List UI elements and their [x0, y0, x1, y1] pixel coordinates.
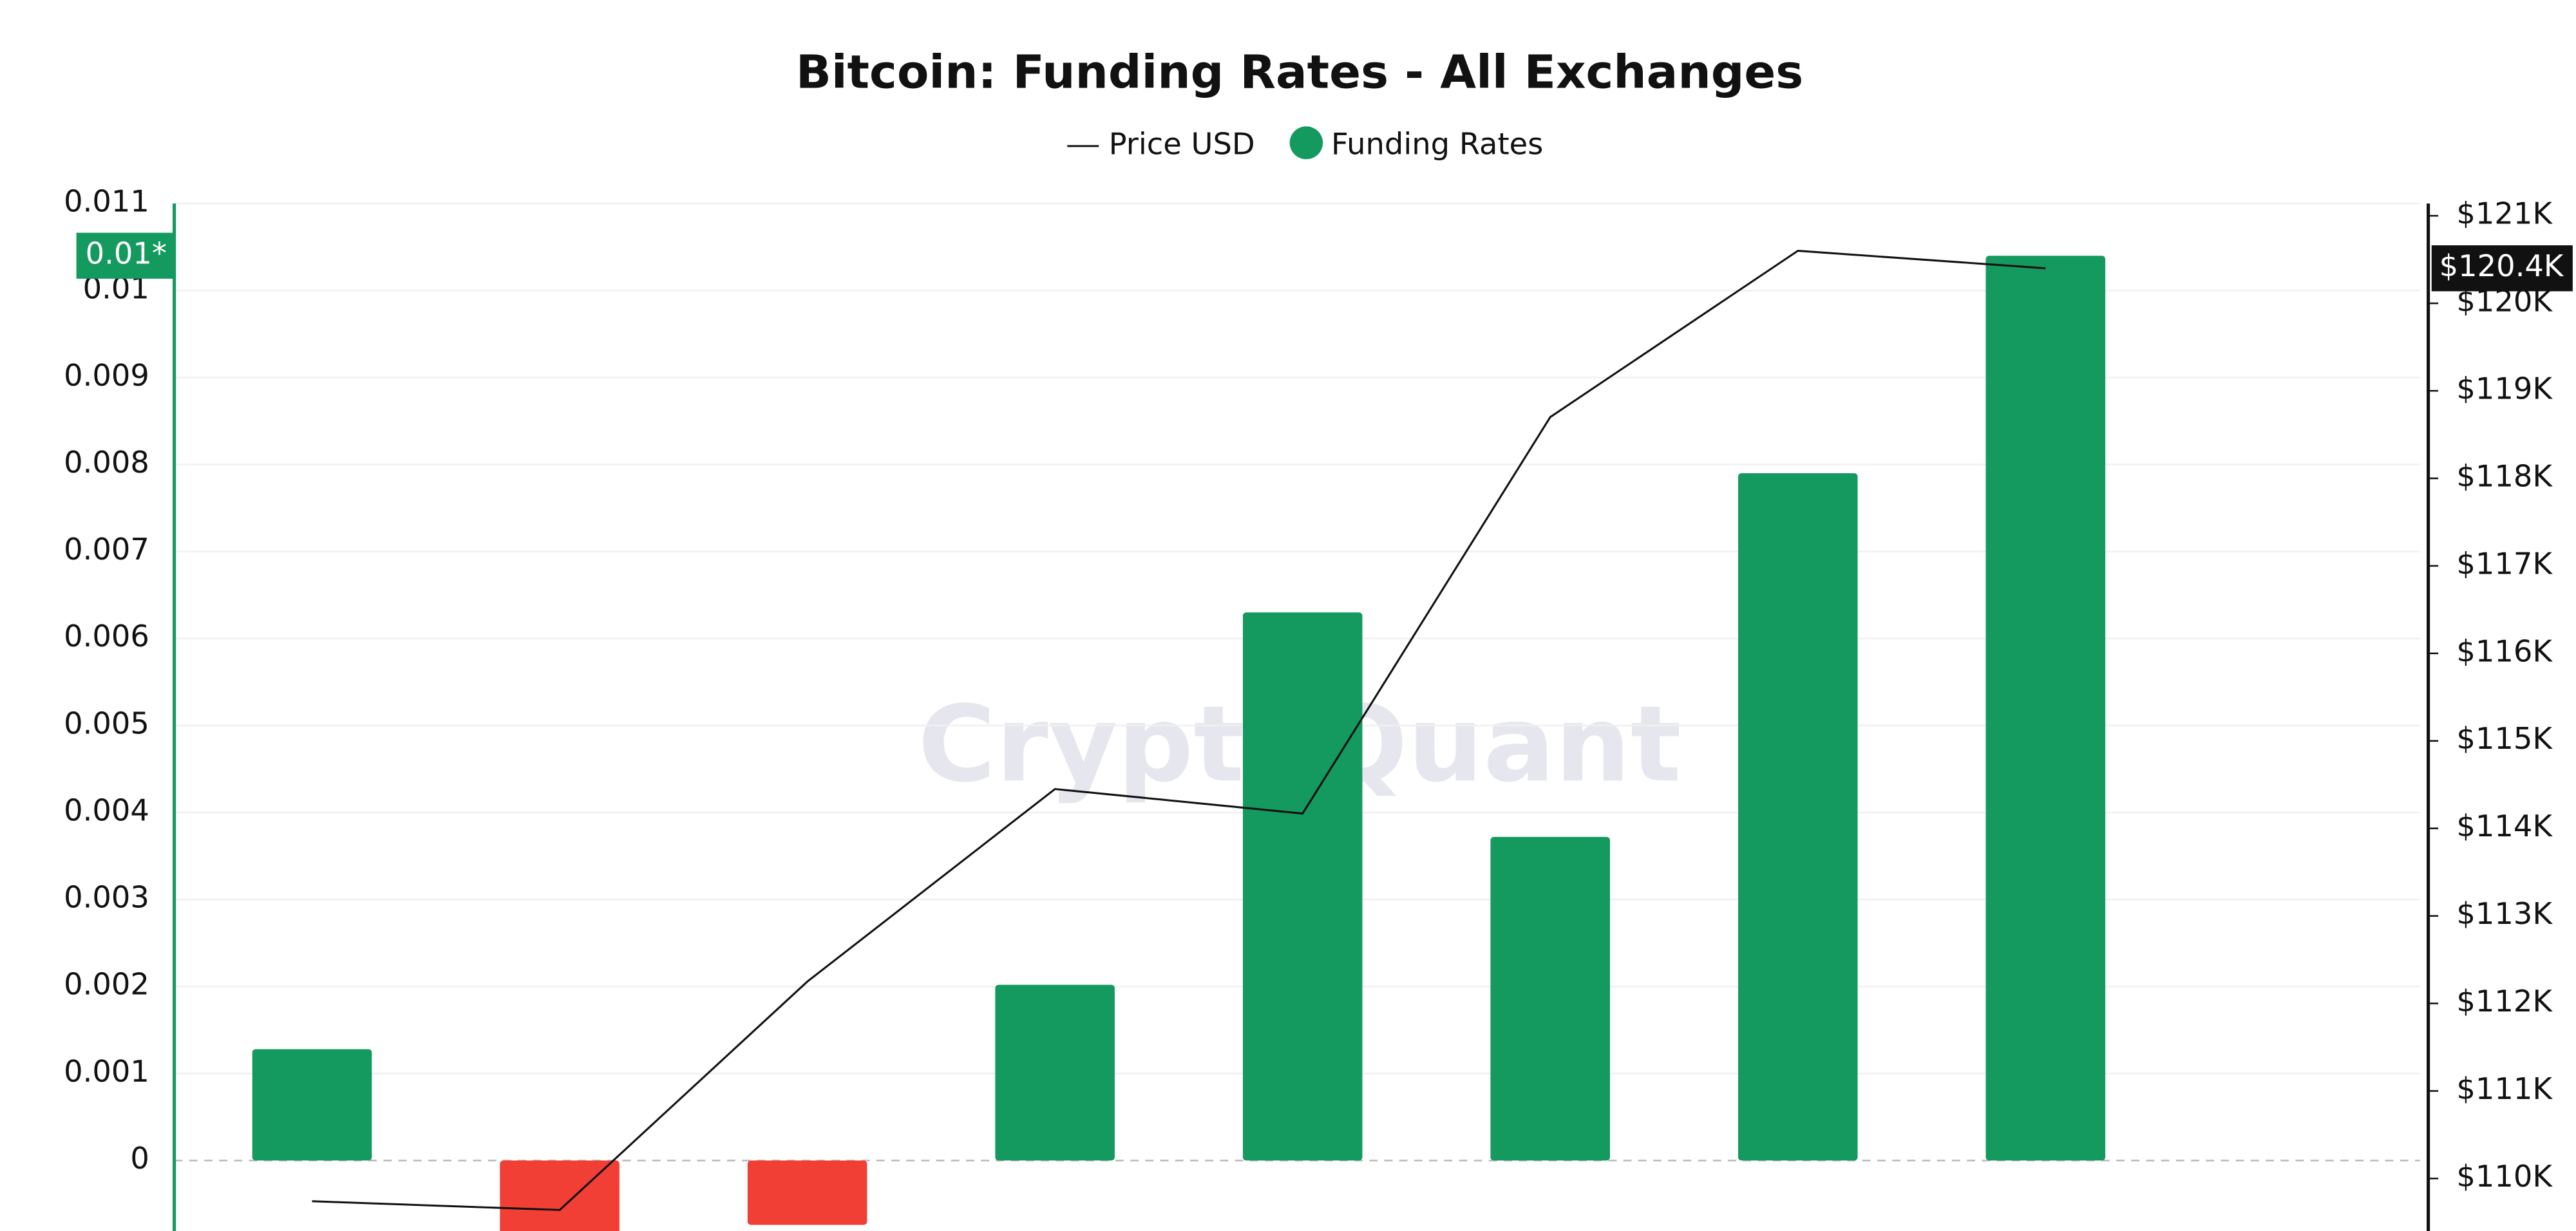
bar	[1738, 473, 1858, 1161]
y2-tick-label: $118K	[2456, 459, 2553, 494]
y-tick-label: 0.003	[64, 880, 149, 915]
y2-tick-label: $115K	[2456, 721, 2553, 756]
y2-tick-label: $110K	[2456, 1159, 2553, 1194]
legend-dot	[1289, 126, 1323, 160]
price-line	[312, 249, 2046, 1211]
last-value-badge	[76, 232, 175, 279]
plot-area	[252, 249, 2106, 1231]
y-tick-label: 0.005	[64, 706, 149, 741]
legend-label: Price USD	[1109, 127, 1255, 162]
bar	[252, 1049, 372, 1161]
bar	[995, 984, 1115, 1161]
last-value-label: 0.01*	[86, 236, 167, 271]
chart-title: Bitcoin: Funding Rates - All Exchanges	[796, 45, 1803, 99]
bar	[500, 1160, 620, 1231]
y-tick-label: 0.011	[64, 184, 149, 219]
y2-tick-label: $121K	[2456, 196, 2553, 231]
bar	[1985, 256, 2106, 1161]
legend-label: Funding Rates	[1331, 127, 1543, 162]
bar	[1242, 612, 1363, 1161]
y-tick-label: 0.007	[64, 532, 149, 567]
y2-tick-label: $116K	[2456, 634, 2553, 668]
y2-tick-label: $112K	[2456, 984, 2553, 1019]
y-tick-label: 0.001	[64, 1054, 149, 1089]
y-tick-label: 0.008	[64, 445, 149, 480]
y-tick-label: 0	[130, 1141, 149, 1176]
bar	[1490, 836, 1610, 1161]
bar	[747, 1160, 867, 1225]
y2-tick-label: $119K	[2456, 371, 2553, 406]
y-tick-label: 0.009	[64, 358, 149, 393]
y2-tick-label: $117K	[2456, 547, 2553, 581]
last-price-label: $120.4K	[2439, 249, 2564, 283]
y2-tick-label: $113K	[2456, 896, 2553, 931]
y2-tick-label: $114K	[2456, 809, 2553, 843]
y-tick-label: 0.006	[64, 619, 149, 653]
y-tick-label: 0.004	[64, 793, 149, 828]
last-price-badge	[2431, 245, 2573, 292]
y2-tick-label: $111K	[2456, 1071, 2553, 1106]
y-tick-label: 0.002	[64, 967, 149, 1002]
